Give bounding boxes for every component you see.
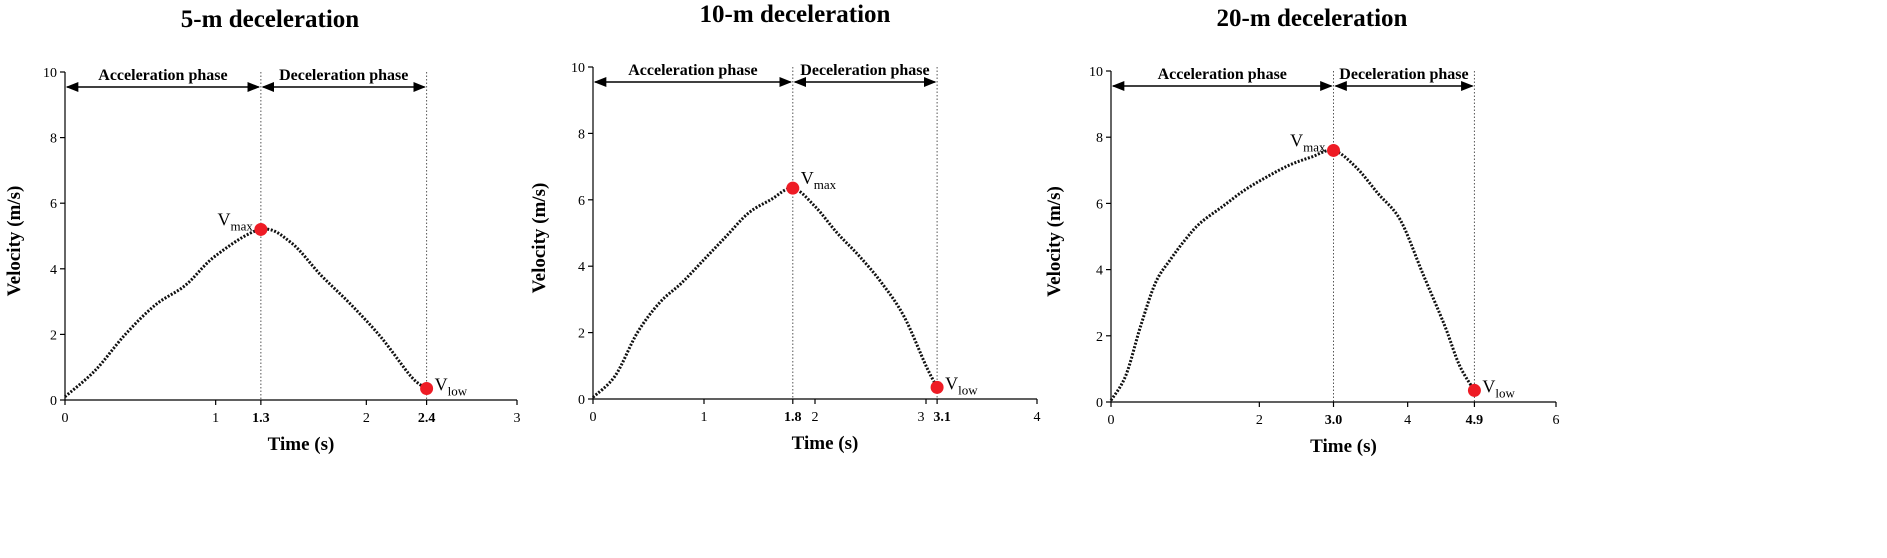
- x-tick-label: 3.1: [933, 410, 951, 425]
- marker-symbol: V: [801, 168, 814, 188]
- acceleration-phase-label: Acceleration phase: [98, 67, 227, 84]
- x-tick-label: 1: [212, 411, 219, 426]
- vmax-point: [1327, 143, 1340, 157]
- x-axis-label: Time (s): [268, 434, 335, 455]
- x-tick-label: 6: [1553, 413, 1560, 428]
- x-tick-label: 4.9: [1466, 413, 1484, 428]
- x-tick-label: 0: [590, 410, 597, 425]
- y-tick-label: 10: [43, 66, 57, 81]
- chart-title: 20-m deceleration: [1217, 5, 1408, 32]
- y-tick-label: 0: [578, 393, 585, 408]
- vlow-point: [1467, 383, 1481, 397]
- velocity-curve: [64, 227, 428, 398]
- y-tick-label: 4: [578, 260, 585, 275]
- vlow-point: [930, 380, 944, 394]
- y-tick-label: 2: [578, 327, 585, 342]
- y-tick-label: 0: [1096, 396, 1103, 411]
- marker-subscript: low: [958, 382, 978, 397]
- marker-symbol: V: [217, 209, 230, 229]
- x-axis-label: Time (s): [792, 433, 859, 454]
- y-axis-label: Velocity (m/s): [529, 183, 550, 294]
- y-tick-label: 8: [1096, 131, 1103, 146]
- vlow-point: [420, 382, 434, 396]
- y-tick-label: 6: [1096, 197, 1103, 212]
- y-tick-label: 8: [578, 127, 585, 142]
- y-tick-label: 8: [50, 132, 57, 147]
- x-tick-label: 0: [1108, 413, 1115, 428]
- acceleration-phase-label: Acceleration phase: [628, 62, 757, 79]
- deceleration-phase-label: Deceleration phase: [279, 67, 408, 84]
- x-tick-label: 4: [1404, 413, 1411, 428]
- x-tick-label: 3.0: [1325, 413, 1343, 428]
- marker-subscript: low: [1495, 385, 1515, 400]
- marker-symbol: V: [1290, 130, 1303, 150]
- y-tick-label: 4: [50, 263, 57, 278]
- marker-subscript: max: [230, 218, 253, 233]
- acceleration-phase-label: Acceleration phase: [1158, 66, 1287, 83]
- deceleration-phase-label: Deceleration phase: [1339, 66, 1468, 83]
- y-tick-label: 10: [1089, 65, 1103, 80]
- vmax-label: Vmax: [1290, 130, 1326, 154]
- velocity-curve: [591, 186, 939, 399]
- marker-subscript: max: [814, 177, 837, 192]
- x-tick-label: 2.4: [418, 411, 436, 426]
- vmax-label: Vmax: [801, 168, 837, 192]
- x-tick-label: 1.8: [784, 410, 802, 425]
- x-tick-label: 2: [1256, 413, 1263, 428]
- y-axis-label: Velocity (m/s): [1044, 186, 1065, 297]
- x-tick-label: 2: [363, 411, 370, 426]
- chart-1: 5-m deceleration 0 2 4 6 8 10 0 1 1.3 2 2.4 3 Time (s…: [4, 6, 521, 455]
- x-tick-label: 1: [701, 410, 708, 425]
- chart-title: 10-m deceleration: [700, 1, 891, 28]
- vlow-label: Vlow: [435, 375, 468, 399]
- y-tick-label: 6: [50, 197, 57, 212]
- chart-3: 20-m deceleration 0 2 4 6 8 10 0 2 3.0 4 4.9 6 Time (…: [1044, 5, 1560, 457]
- vmax-point: [786, 181, 800, 195]
- x-tick-label: 1.3: [252, 411, 270, 426]
- x-tick-label: 3: [918, 410, 925, 425]
- y-tick-label: 0: [50, 394, 57, 409]
- y-tick-label: 2: [1096, 330, 1103, 345]
- deceleration-phase-label: Deceleration phase: [800, 62, 929, 79]
- x-tick-label: 0: [62, 411, 69, 426]
- marker-symbol: V: [945, 373, 958, 393]
- y-axis-label: Velocity (m/s): [4, 186, 25, 297]
- vmax-label: Vmax: [217, 209, 253, 233]
- x-axis-label: Time (s): [1310, 436, 1377, 457]
- marker-symbol: V: [1482, 376, 1495, 396]
- chart-2: 10-m deceleration 0 2 4 6 8 10 0 1 1.8 2 3 3.1 4 Time …: [529, 1, 1041, 454]
- y-tick-label: 6: [578, 194, 585, 209]
- y-tick-label: 10: [571, 61, 585, 76]
- x-tick-label: 2: [812, 410, 819, 425]
- marker-symbol: V: [435, 375, 448, 395]
- chart-title: 5-m deceleration: [181, 6, 360, 33]
- y-tick-label: 2: [50, 328, 57, 343]
- x-tick-label: 3: [514, 411, 521, 426]
- x-tick-label: 4: [1034, 410, 1041, 425]
- vmax-point: [254, 222, 268, 236]
- marker-subscript: low: [448, 384, 468, 399]
- marker-subscript: max: [1303, 139, 1326, 154]
- velocity-curve: [1109, 148, 1476, 402]
- vlow-label: Vlow: [945, 373, 978, 397]
- y-tick-label: 4: [1096, 264, 1103, 279]
- vlow-label: Vlow: [1482, 376, 1515, 400]
